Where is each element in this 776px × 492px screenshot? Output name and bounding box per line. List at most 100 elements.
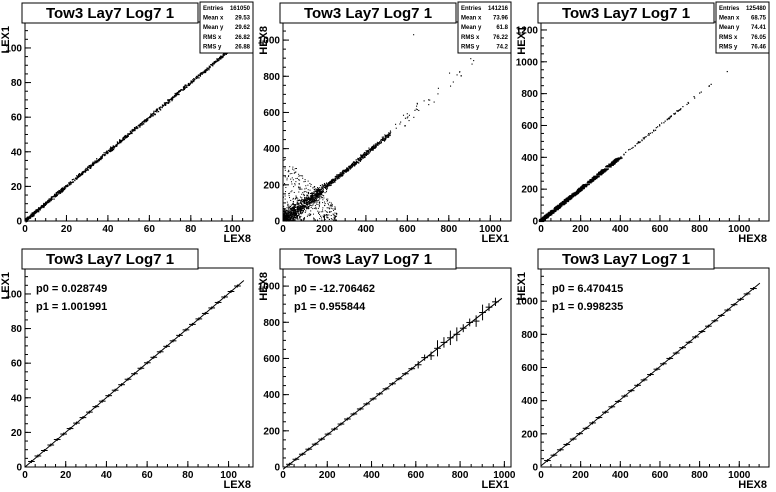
data-point — [313, 202, 315, 204]
plot-title: Tow3 Lay7 Log7 1 — [304, 251, 432, 268]
data-point — [299, 199, 301, 201]
data-point — [338, 175, 340, 177]
data-point — [293, 219, 295, 221]
data-point — [330, 211, 332, 213]
data-point — [197, 75, 199, 77]
data-point — [191, 82, 193, 84]
data-point — [112, 146, 114, 148]
data-point — [298, 183, 300, 185]
data-point — [315, 195, 317, 197]
data-point — [315, 198, 318, 200]
data-point — [366, 150, 369, 152]
data-point — [314, 190, 316, 192]
title-box — [21, 2, 199, 24]
data-point — [343, 173, 345, 175]
data-point — [334, 207, 336, 209]
data-point — [314, 200, 316, 202]
stats-value: 125480 — [746, 6, 767, 12]
data-point — [286, 216, 288, 218]
data-point — [322, 185, 324, 187]
data-point — [402, 114, 405, 116]
data-point — [112, 148, 115, 151]
x-tick-label: 0 — [538, 224, 544, 235]
data-point — [201, 73, 203, 76]
data-point — [297, 211, 299, 213]
data-point — [291, 212, 293, 214]
data-point — [563, 199, 569, 201]
data-point — [139, 124, 141, 126]
data-point — [418, 109, 420, 112]
data-point — [316, 201, 318, 203]
data-point — [75, 178, 77, 180]
data-point — [384, 139, 386, 141]
data-point — [211, 64, 213, 66]
data-point — [331, 181, 333, 183]
data-point — [90, 165, 92, 167]
data-point — [333, 209, 335, 211]
data-point — [300, 206, 302, 208]
data-point — [288, 195, 290, 197]
stats-label: Mean y — [461, 25, 482, 31]
data-point — [62, 190, 64, 192]
data-point — [553, 208, 559, 211]
data-point — [288, 209, 290, 211]
data-point — [591, 177, 597, 179]
data-point — [612, 160, 618, 162]
data-point — [178, 91, 180, 93]
data-point — [321, 217, 323, 219]
data-point — [48, 201, 51, 203]
data-point — [319, 187, 321, 189]
data-point — [309, 200, 311, 202]
data-point — [382, 136, 385, 138]
data-point — [307, 208, 309, 210]
data-point — [195, 77, 198, 80]
data-point — [301, 206, 303, 208]
data-point — [353, 163, 355, 165]
data-point — [53, 198, 55, 200]
data-point — [297, 204, 299, 206]
data-point — [404, 125, 406, 127]
data-point — [547, 213, 553, 216]
data-point — [47, 199, 50, 201]
data-point — [47, 201, 49, 204]
plot-panel-5: 0 200 400 600 800 100002004006008001000LEX1HE… — [258, 248, 516, 491]
data-point — [44, 201, 47, 204]
data-point — [285, 216, 287, 218]
data-point — [324, 219, 326, 221]
data-point — [299, 211, 301, 214]
data-point — [414, 109, 416, 111]
data-point — [300, 208, 302, 210]
data-point — [395, 127, 397, 129]
data-point — [319, 184, 322, 187]
data-point — [639, 141, 641, 143]
data-point — [290, 205, 292, 208]
data-point — [296, 177, 298, 179]
data-point — [214, 62, 216, 64]
data-point — [473, 60, 475, 62]
data-point — [307, 192, 309, 194]
data-point — [292, 217, 294, 219]
data-point — [299, 186, 301, 188]
data-point — [386, 134, 388, 136]
data-point — [223, 54, 226, 56]
data-point — [77, 175, 79, 178]
data-point — [285, 214, 287, 216]
data-point — [323, 184, 325, 186]
x-tick-label: 1000 — [493, 470, 516, 481]
data-point — [307, 214, 309, 216]
data-point — [376, 143, 378, 145]
data-point — [649, 132, 651, 134]
data-point — [318, 196, 320, 198]
data-point — [312, 208, 314, 210]
data-point — [287, 207, 290, 209]
data-point — [359, 159, 361, 161]
fit-line-group — [540, 282, 761, 467]
data-point — [387, 136, 389, 138]
data-point — [288, 216, 290, 218]
data-point — [122, 137, 124, 139]
data-point — [294, 171, 296, 173]
data-point — [298, 213, 300, 215]
data-point — [320, 191, 322, 193]
